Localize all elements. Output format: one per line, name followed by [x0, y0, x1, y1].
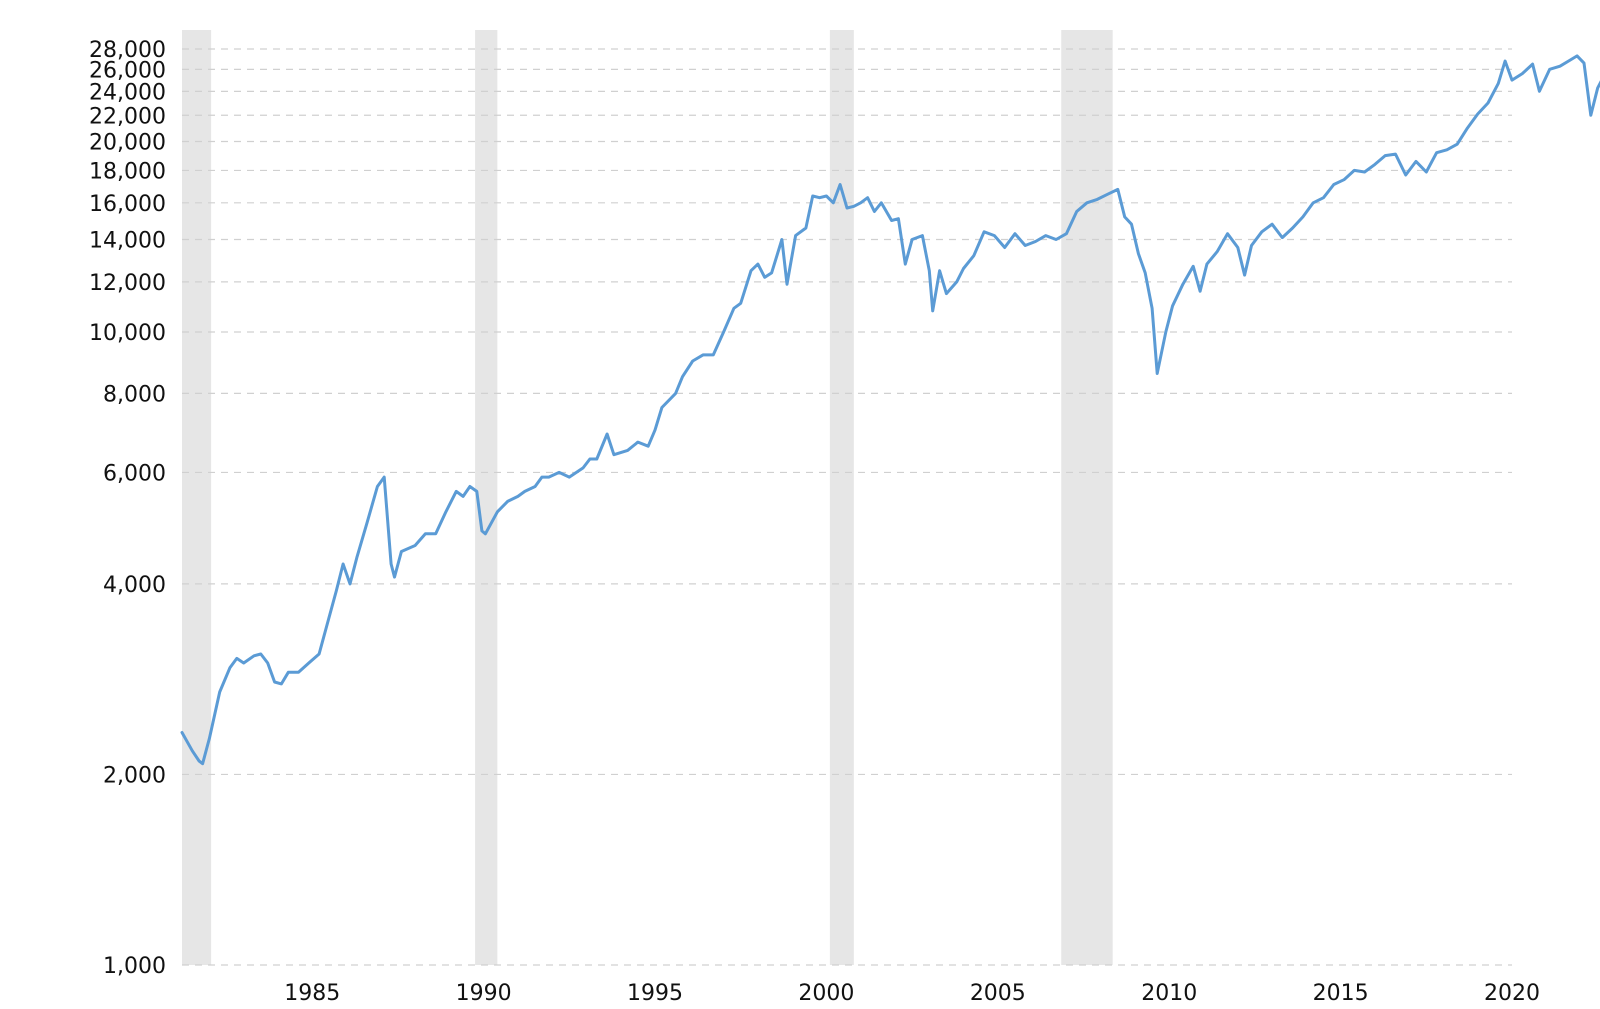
y-tick-label: 4,000	[103, 573, 166, 598]
recession-bands	[182, 30, 1113, 965]
x-tick-label: 2005	[970, 981, 1026, 1006]
y-tick-label: 26,000	[89, 58, 166, 83]
series-line-0	[180, 54, 1600, 766]
grid-lines	[182, 48, 1512, 966]
y-axis-tick-labels: 1,000 2,000 4,000 6,000 8,000 10,000 12,000 14,…	[89, 38, 166, 979]
recession-band-1	[475, 30, 498, 965]
x-tick-label: 2010	[1141, 981, 1197, 1006]
x-axis-tick-labels: 1985 1990 1995 2000 2005 2010 2015 2020	[284, 981, 1540, 1006]
y-tick-label: 24,000	[89, 80, 166, 105]
y-tick-label: 2,000	[103, 763, 166, 788]
x-tick-label: 1990	[456, 981, 512, 1006]
y-tick-label: 12,000	[89, 271, 166, 296]
y-tick-label: 18,000	[89, 159, 166, 184]
y-tick-label: 8,000	[103, 382, 166, 407]
x-tick-label: 2020	[1484, 981, 1540, 1006]
x-tick-label: 2000	[798, 981, 854, 1006]
x-tick-label: 1995	[627, 981, 683, 1006]
recession-band-3	[1061, 30, 1113, 965]
y-tick-label: 28,000	[89, 38, 166, 63]
y-tick-label: 16,000	[89, 192, 166, 217]
x-tick-label: 2015	[1313, 981, 1369, 1006]
y-tick-label: 14,000	[89, 229, 166, 254]
y-tick-label: 22,000	[89, 104, 166, 129]
y-tick-label: 20,000	[89, 130, 166, 155]
y-tick-label: 10,000	[89, 321, 166, 346]
recession-band-0	[182, 30, 212, 965]
series-lines	[180, 54, 1600, 766]
y-tick-label: 6,000	[103, 461, 166, 486]
x-tick-label: 1985	[284, 981, 340, 1006]
recession-band-2	[829, 30, 854, 965]
y-tick-label: 1,000	[103, 954, 166, 979]
